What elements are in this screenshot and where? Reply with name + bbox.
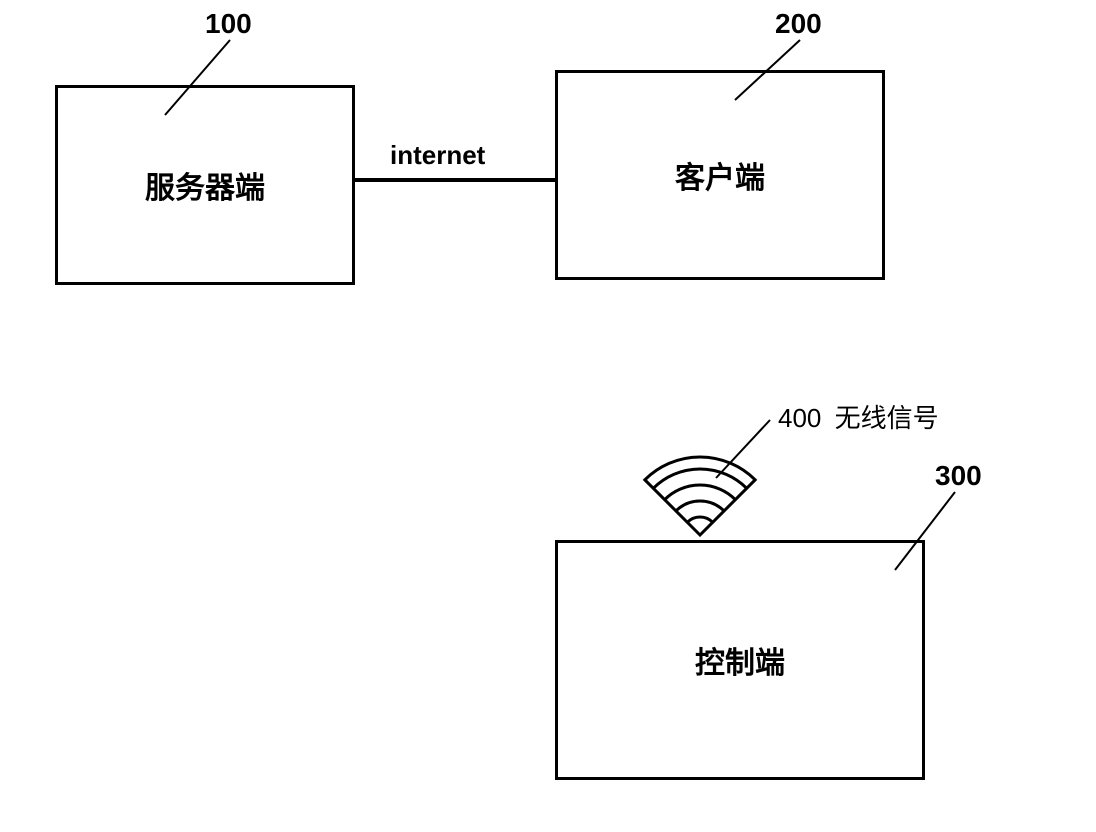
node-client: 客户端 <box>555 70 885 280</box>
ref-wifi: 400 无线信号 <box>778 398 939 435</box>
ref-client: 200 <box>775 8 822 40</box>
diagram-canvas: 服务器端 100 客户端 200 控制端 300 internet 400 无线… <box>0 0 1096 832</box>
ref-wifi-text: 无线信号 <box>835 403 939 433</box>
ref-server: 100 <box>205 8 252 40</box>
ref-control: 300 <box>935 460 982 492</box>
node-control: 控制端 <box>555 540 925 780</box>
wifi-arc-2 <box>676 501 724 511</box>
node-control-label: 控制端 <box>695 638 785 682</box>
node-server: 服务器端 <box>55 85 355 285</box>
wifi-arc-3 <box>665 485 736 500</box>
leader-wifi <box>716 420 770 478</box>
node-client-label: 客户端 <box>675 153 765 197</box>
edge-internet-label: internet <box>390 140 485 171</box>
wifi-wedge <box>645 457 755 535</box>
wifi-arc-1 <box>687 517 712 522</box>
node-server-label: 服务器端 <box>145 163 265 207</box>
wifi-arc-4 <box>653 469 746 488</box>
ref-wifi-num: 400 <box>778 403 821 433</box>
